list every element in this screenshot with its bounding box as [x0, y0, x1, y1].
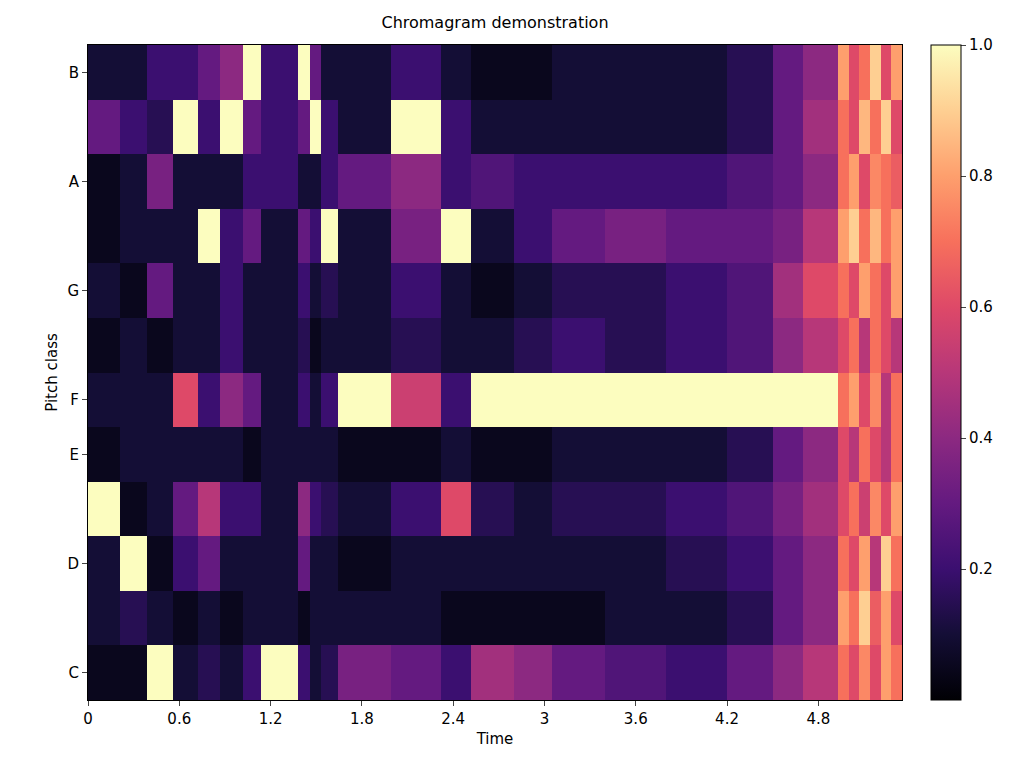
- svg-text:Pitch class: Pitch class: [43, 333, 61, 412]
- svg-text:E: E: [70, 446, 79, 464]
- svg-text:2.4: 2.4: [441, 710, 465, 728]
- svg-text:C: C: [69, 664, 79, 682]
- svg-text:D: D: [67, 555, 79, 573]
- svg-text:0.8: 0.8: [969, 167, 993, 185]
- svg-text:1.2: 1.2: [259, 710, 283, 728]
- svg-text:Chromagram demonstration: Chromagram demonstration: [381, 13, 608, 32]
- svg-text:0.2: 0.2: [969, 560, 993, 578]
- svg-text:0.6: 0.6: [167, 710, 191, 728]
- svg-text:F: F: [70, 391, 79, 409]
- svg-text:A: A: [69, 173, 80, 191]
- svg-text:4.8: 4.8: [806, 710, 830, 728]
- svg-text:3: 3: [540, 710, 550, 728]
- svg-text:G: G: [67, 282, 79, 300]
- svg-text:1.8: 1.8: [350, 710, 374, 728]
- svg-text:Time: Time: [476, 730, 514, 748]
- svg-text:0.6: 0.6: [969, 298, 993, 316]
- svg-text:0.4: 0.4: [969, 429, 993, 447]
- svg-text:4.2: 4.2: [715, 710, 739, 728]
- svg-text:0: 0: [83, 710, 93, 728]
- svg-text:B: B: [69, 64, 79, 82]
- svg-text:3.6: 3.6: [624, 710, 648, 728]
- svg-text:1.0: 1.0: [969, 36, 993, 54]
